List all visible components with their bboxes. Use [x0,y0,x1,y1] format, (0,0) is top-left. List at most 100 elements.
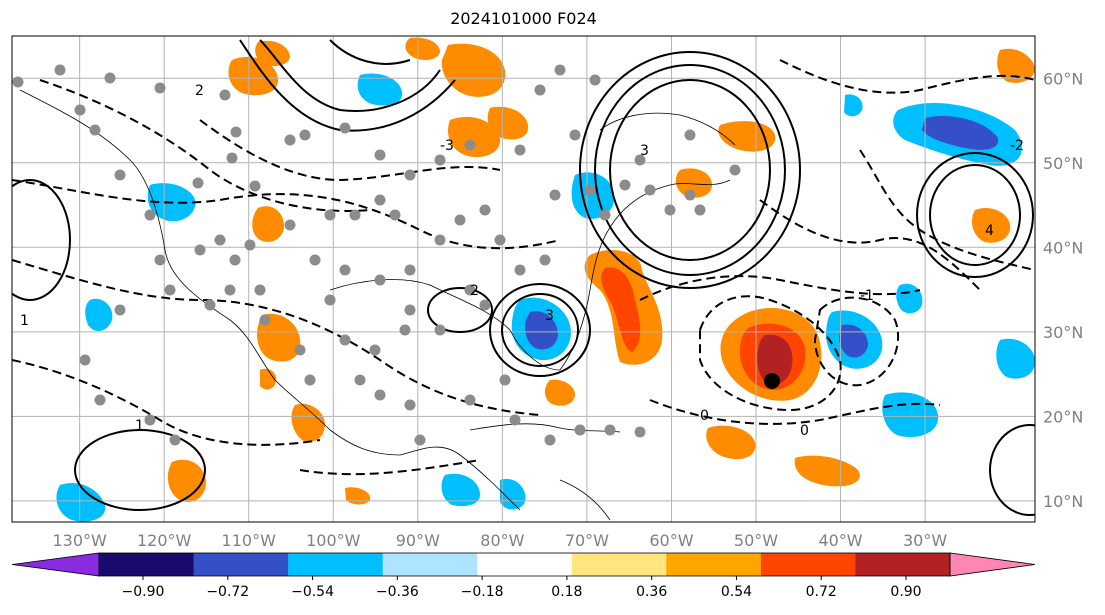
contour-label: 2 [470,283,479,299]
colorbar-tick-label: 0.54 [721,584,752,600]
contour-label: 3 [640,143,649,159]
longitude-label: 50°W [734,531,778,550]
station-dot [219,89,231,101]
warm-anomaly-labrador [675,168,712,198]
colorbar-tick-label: −0.18 [461,584,504,600]
station-dot [154,254,166,266]
station-dot [169,434,181,446]
station-dot [514,264,526,276]
latitude-label: 10°N [1043,492,1083,511]
cold-anomaly-quebec [357,73,403,106]
station-dot [74,104,86,116]
station-dot [479,204,491,216]
station-dot [259,314,271,326]
station-dot [554,64,566,76]
cold-anomaly-canada [571,172,615,219]
warm-anomaly-tropical-2 [794,455,860,487]
station-dot [89,124,101,136]
station-dot [284,219,296,231]
longitude-label: 70°W [565,531,609,550]
station-dot [324,209,336,221]
warm-anomaly-mid-atlantic-east [971,207,1011,243]
contour-label: 3 [545,308,554,324]
station-markers [12,64,741,446]
station-dot [569,129,581,141]
colorbar-tick-label: −0.90 [122,584,165,600]
station-dot [79,354,91,366]
colorbar-segment [382,553,478,576]
map-title: 2024101000 F024 [450,9,597,28]
longitude-labels: 130°W 120°W 110°W 100°W 90°W 80°W 70°W 60°W 50°W… [52,531,947,550]
station-dot [144,414,156,426]
longitude-label: 100°W [306,531,361,550]
contour-label: 1 [20,313,29,329]
station-dot [454,214,466,226]
longitude-label: 30°W [903,531,947,550]
colorbar-segment [477,553,573,576]
contour-label: 4 [985,223,994,239]
station-dot [634,426,646,438]
station-dot [404,169,416,181]
latitude-label: 30°N [1043,323,1083,342]
contour-label: 1 [135,418,144,434]
warm-anomaly-west-1 [252,206,285,242]
colorbar-segment [760,553,856,576]
station-dot [539,254,551,266]
cold-anomaly-far-east [996,338,1035,379]
station-dot [514,144,526,156]
warm-anomaly-north [441,43,506,97]
colorbar-tick-label: 0.18 [551,584,582,600]
station-dot [339,122,351,134]
station-dot [229,254,241,266]
colorbar-segment [666,553,762,576]
station-dot [214,234,226,246]
station-dot [224,284,236,296]
contour-label: -1 [860,288,874,304]
colorbar-segment [99,553,195,576]
cold-anomaly-small-1 [85,298,113,332]
station-dot [244,239,256,251]
station-dot [434,154,446,166]
station-dot [114,304,126,316]
station-dot [284,134,296,146]
station-dot [164,284,176,296]
cold-anomaly-small-3 [844,94,863,117]
warm-anomaly-mexico [291,403,325,442]
station-dot [684,189,696,201]
cold-anomaly-pacific [56,482,106,522]
station-dot [684,129,696,141]
station-dot [309,254,321,266]
station-dot [154,82,166,94]
station-dot [534,84,546,96]
station-dot [599,209,611,221]
station-dot [464,139,476,151]
station-dot [414,434,426,446]
warm-anomaly-small-1 [260,368,277,390]
anomaly-max-marker [764,373,780,389]
warm-anomaly-far-ne [997,48,1035,83]
latitude-label: 60°N [1043,69,1083,88]
station-dot [574,424,586,436]
warm-anomaly-mid-2 [487,106,529,140]
station-dot [694,204,706,216]
station-dot [664,204,676,216]
colorbar-under-arrow [11,552,100,577]
colorbar-tick-label: −0.36 [376,584,419,600]
station-dot [729,164,741,176]
colorbar: −0.90 −0.72 −0.54 −0.36 −0.18 0.18 0.36 0.54 0.7… [11,552,1036,600]
station-dot [114,169,126,181]
station-dot [254,284,266,296]
station-dot [404,399,416,411]
station-dot [204,299,216,311]
warm-anomaly-mid-1 [448,116,501,158]
station-dot [619,179,631,191]
colorbar-frame [98,552,951,577]
shaded-anomalies [56,37,1035,522]
station-dot [299,129,311,141]
latitude-labels: 60°N 50°N 40°N 30°N 20°N 10°N [1043,69,1083,511]
station-dot [404,264,416,276]
cold-anomaly-caribbean [441,473,480,507]
station-dot [369,344,381,356]
station-dot [349,209,361,221]
warm-anomaly-peak [757,334,793,386]
